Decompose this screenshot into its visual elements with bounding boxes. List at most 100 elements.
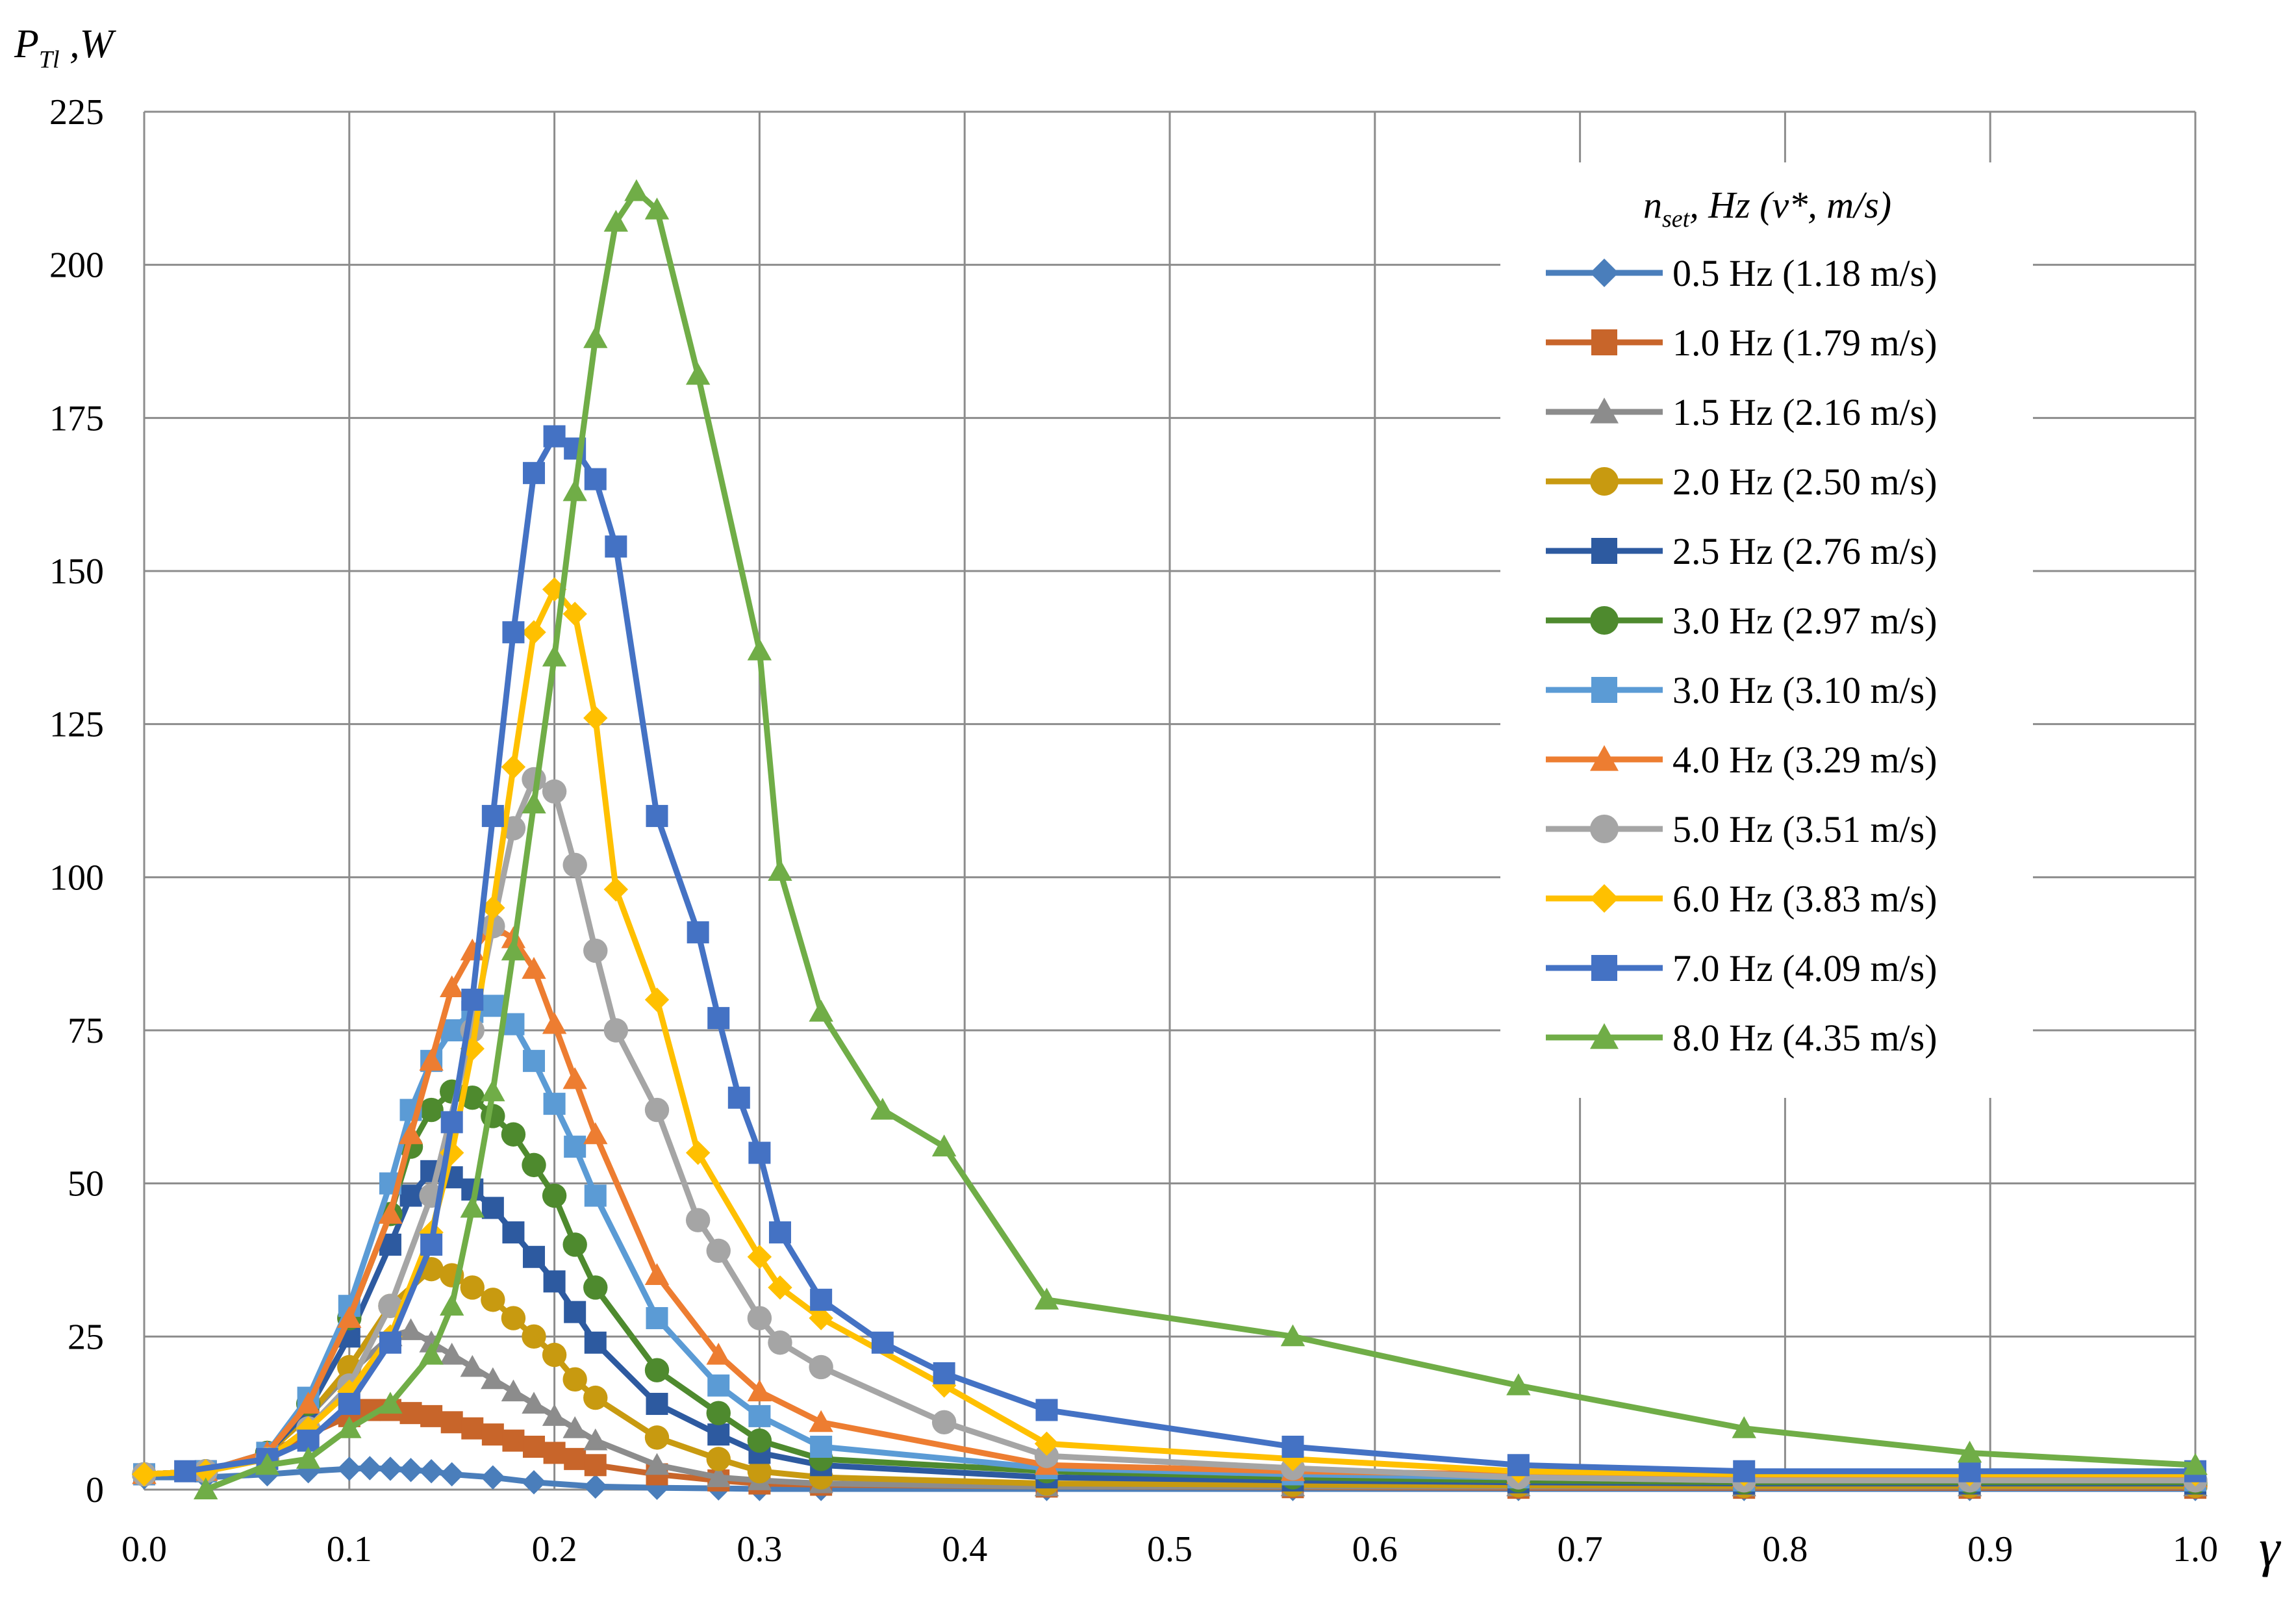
y-tick-label: 225: [49, 92, 104, 133]
data-point: [603, 877, 629, 902]
data-point: [398, 1458, 423, 1482]
data-point: [1034, 1431, 1059, 1456]
data-point: [542, 577, 567, 602]
data-point: [562, 1232, 587, 1257]
data-point: [132, 1462, 157, 1487]
data-point: [584, 1331, 607, 1354]
data-point: [624, 179, 649, 201]
data-point: [644, 197, 670, 220]
data-point: [747, 1428, 772, 1453]
data-point: [337, 1456, 362, 1481]
data-point: [646, 1307, 668, 1330]
legend-label: 2.5 Hz (2.76 m/s): [1672, 530, 1937, 572]
data-point: [646, 1393, 668, 1416]
data-point: [542, 1183, 567, 1208]
data-point: [461, 988, 484, 1011]
data-point: [337, 1306, 362, 1329]
data-point: [542, 1011, 567, 1034]
data-point: [378, 1456, 403, 1481]
data-point: [481, 995, 504, 1017]
data-point: [685, 362, 711, 385]
legend: nset, Hz (v*, m/s) 0.5 Hz (1.18 m/s) 1.0 …: [1500, 162, 2033, 1098]
data-point: [399, 1402, 422, 1425]
data-point: [481, 1465, 505, 1490]
data-point: [810, 1288, 833, 1311]
legend-items: 0.5 Hz (1.18 m/s) 1.0 Hz (1.79 m/s) 1.5 Hz…: [1546, 252, 1937, 1059]
data-point: [583, 1428, 608, 1451]
data-point: [296, 1447, 321, 1469]
data-point: [685, 1208, 711, 1232]
data-point: [810, 1436, 833, 1458]
data-point: [523, 1245, 546, 1268]
data-point: [419, 1459, 444, 1484]
data-point: [460, 1275, 485, 1300]
data-point: [440, 1342, 464, 1365]
data-point: [644, 1453, 670, 1475]
series-line: [144, 1002, 2195, 1484]
legend-item: 3.0 Hz (3.10 m/s): [1546, 669, 1937, 711]
data-point: [460, 1354, 485, 1377]
data-point: [1957, 1440, 1982, 1463]
legend-background: [1500, 162, 2033, 1098]
data-point: [706, 1447, 731, 1471]
data-point: [809, 1000, 833, 1022]
data-point: [502, 1221, 525, 1244]
legend-item: 3.0 Hz (2.97 m/s): [1546, 600, 1937, 642]
x-tick-label: 0.8: [1762, 1529, 1808, 1570]
data-point: [460, 1036, 485, 1061]
legend-marker: [1591, 677, 1617, 703]
data-point: [562, 1067, 587, 1089]
data-point: [542, 1342, 567, 1367]
legend-item: 6.0 Hz (3.83 m/s): [1546, 878, 1937, 920]
data-point: [460, 1195, 485, 1218]
data-point: [481, 1079, 505, 1102]
data-point: [337, 1379, 362, 1404]
legend-marker: [1590, 259, 1619, 287]
legend-label: 2.0 Hz (2.50 m/s): [1672, 461, 1937, 503]
series-line: [184, 433, 2195, 1475]
data-point: [398, 1122, 423, 1145]
data-point: [296, 1416, 321, 1441]
data-point: [707, 1007, 730, 1030]
data-point: [440, 975, 464, 997]
data-point: [583, 938, 608, 963]
data-point: [605, 535, 627, 558]
data-point: [481, 1367, 505, 1390]
data-point: [1280, 1447, 1306, 1471]
data-point: [398, 1318, 423, 1340]
legend-label: 1.0 Hz (1.79 m/s): [1672, 322, 1937, 364]
legend-marker: [1590, 884, 1619, 913]
data-point: [542, 779, 567, 804]
data-point: [1733, 1460, 1756, 1482]
data-point: [562, 602, 587, 626]
data-point: [564, 1136, 587, 1158]
data-point: [1035, 1399, 1058, 1421]
data-point: [562, 852, 587, 878]
legend-item: 7.0 Hz (4.09 m/s): [1546, 947, 1937, 989]
data-point: [502, 1429, 525, 1452]
legend-marker: [1590, 1023, 1619, 1049]
data-point: [562, 479, 587, 502]
data-point: [583, 1385, 608, 1410]
data-point: [583, 1474, 608, 1499]
data-point: [338, 1393, 360, 1416]
y-tick-label: 100: [49, 858, 104, 898]
data-point: [419, 1049, 444, 1071]
data-point: [564, 1301, 587, 1323]
y-tick-label: 75: [68, 1011, 104, 1051]
legend-label: 0.5 Hz (1.18 m/s): [1672, 252, 1937, 294]
data-point: [603, 209, 629, 232]
data-point: [543, 1442, 566, 1464]
data-point: [1506, 1373, 1531, 1395]
y-tick-label: 200: [49, 246, 104, 286]
data-point: [543, 1270, 566, 1293]
data-point: [870, 1097, 895, 1120]
series-11: [174, 425, 2206, 1482]
data-point: [440, 1411, 463, 1434]
data-point: [748, 1405, 771, 1427]
legend-item: 4.0 Hz (3.29 m/s): [1546, 739, 1937, 781]
data-point: [644, 1425, 670, 1450]
y-tick-label: 175: [49, 398, 104, 439]
data-point: [768, 1330, 792, 1355]
data-point: [1281, 1436, 1304, 1458]
